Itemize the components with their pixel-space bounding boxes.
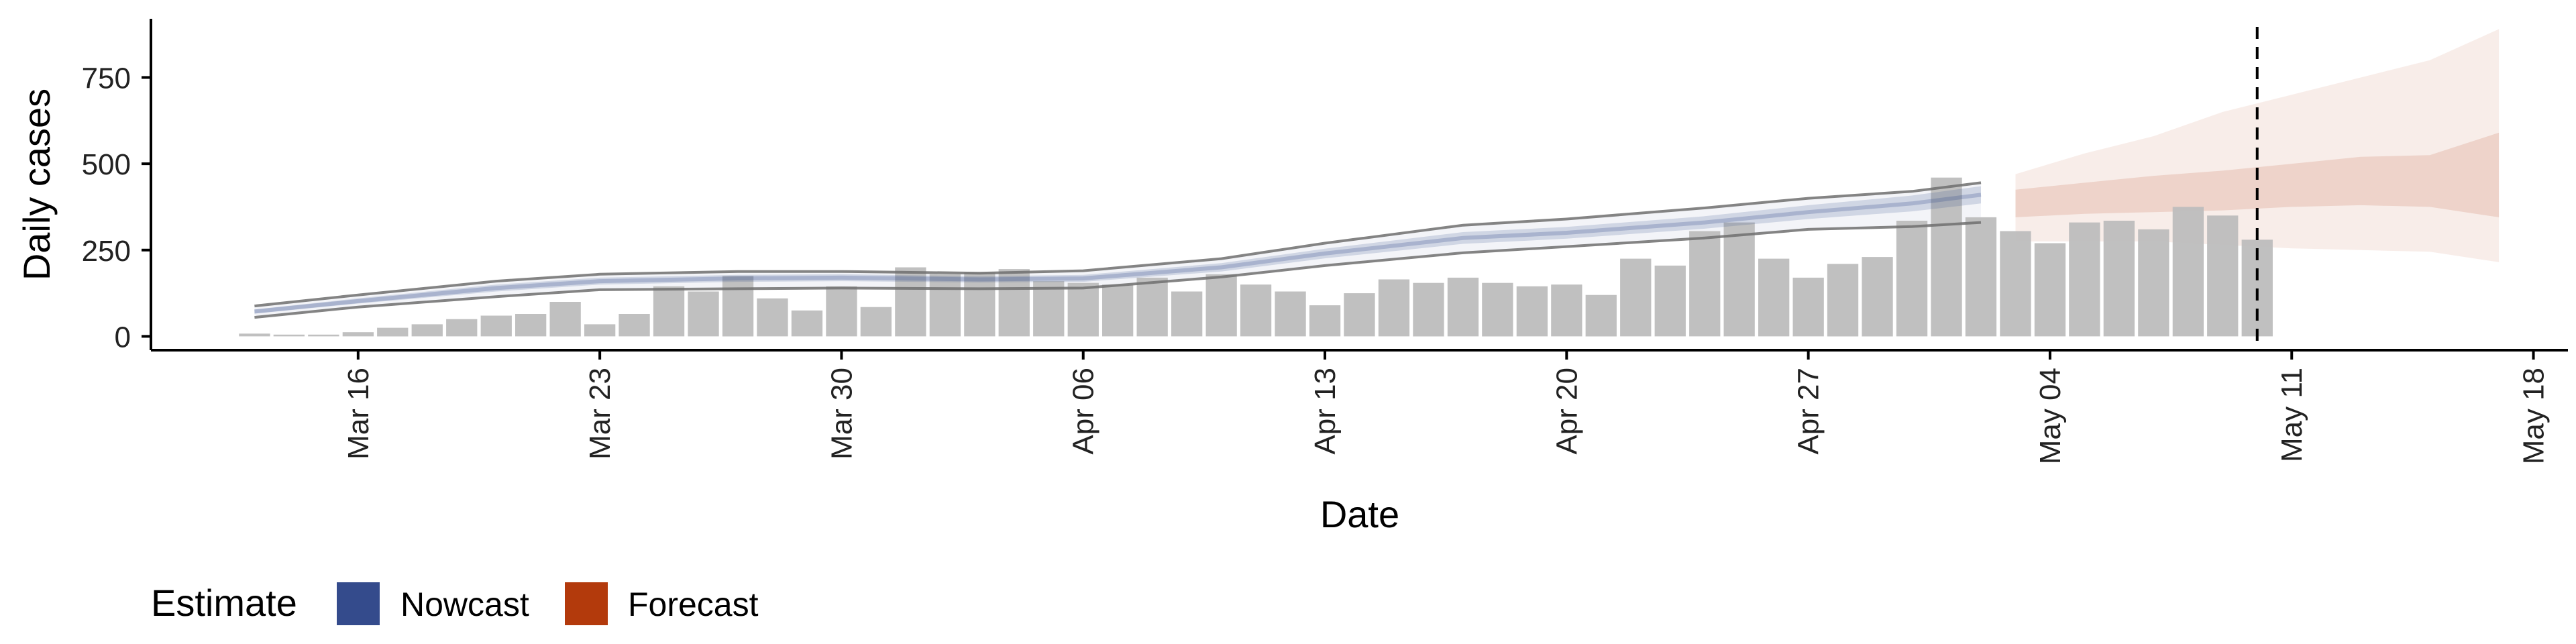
bar	[1654, 265, 1686, 337]
bar	[860, 307, 892, 337]
nowcast-median-line	[254, 193, 1982, 314]
x-tick-label: Mar 16	[342, 368, 375, 460]
bar	[411, 324, 443, 337]
x-tick-label: May 18	[2518, 368, 2551, 464]
y-tick-label: 0	[115, 321, 131, 354]
y-tick-label: 750	[82, 62, 131, 95]
bar	[757, 298, 788, 337]
bar	[2069, 222, 2100, 337]
bar	[515, 314, 547, 337]
bar	[2103, 221, 2135, 337]
bar	[1171, 291, 1203, 337]
bar	[239, 333, 270, 337]
x-tick-label: Mar 23	[584, 368, 616, 460]
x-axis-title: Date	[1320, 493, 1399, 535]
bar	[1275, 291, 1306, 337]
bar	[1344, 293, 1375, 337]
bar	[826, 286, 857, 337]
bar	[1965, 217, 1997, 337]
bar	[619, 314, 650, 337]
legend-swatch-nowcast	[337, 582, 380, 625]
x-tick-label: Apr 13	[1309, 368, 1342, 455]
bar	[791, 310, 823, 337]
bar	[895, 267, 926, 337]
bar	[377, 327, 409, 337]
bar	[273, 334, 305, 337]
legend-label-nowcast: Nowcast	[400, 586, 529, 623]
x-tick-label: May 11	[2275, 368, 2308, 462]
bar	[722, 276, 754, 337]
bar	[998, 269, 1030, 337]
bar	[1827, 264, 1859, 337]
bar	[1067, 282, 1099, 337]
bar	[653, 286, 685, 337]
y-tick-label: 500	[82, 148, 131, 181]
bar	[1792, 277, 1824, 337]
bar	[2034, 243, 2066, 337]
nowcast-band-layer	[254, 186, 1982, 314]
bar	[1033, 281, 1065, 337]
bar	[1378, 279, 1410, 337]
bars-layer	[239, 177, 2273, 337]
bar	[480, 315, 512, 337]
x-tick-label: Mar 30	[825, 368, 858, 460]
bar	[549, 302, 581, 337]
legend-swatch-forecast	[565, 582, 608, 625]
x-tick-label: Apr 20	[1550, 368, 1583, 455]
bar	[1205, 274, 1237, 337]
nowcast-lower-line	[254, 221, 1982, 319]
bar	[688, 291, 719, 337]
nowcast-outer-band-layer	[254, 182, 1982, 318]
bar	[1309, 305, 1341, 337]
bar	[1482, 282, 1513, 337]
x-ticks: Mar 16 Mar 23 Mar 30 Apr 06 Apr 13 Apr 20 Apr …	[342, 350, 2551, 464]
interval-lines-layer	[254, 181, 1982, 319]
y-tick-label: 250	[82, 235, 131, 268]
x-tick-label: May 04	[2034, 368, 2067, 464]
bar	[1136, 277, 1168, 337]
bar	[1758, 258, 1790, 337]
bar	[1447, 277, 1479, 337]
legend-title: Estimate	[151, 582, 297, 624]
bar	[1551, 284, 1582, 337]
bar	[964, 272, 996, 337]
y-ticks: 0 250 500 750	[82, 62, 151, 354]
bar	[1413, 282, 1444, 337]
bar	[342, 332, 374, 337]
forecast-outer-band	[2015, 29, 2500, 262]
bar	[1516, 286, 1548, 337]
x-tick-label: Apr 27	[1792, 368, 1825, 455]
y-axis-title: Daily cases	[15, 89, 58, 280]
bar	[1862, 257, 1893, 337]
bar	[1620, 258, 1652, 337]
bar	[308, 334, 339, 337]
bar	[2000, 231, 2031, 337]
bar	[2207, 215, 2239, 337]
nowcast-inner-band	[254, 186, 1982, 314]
legend-label-forecast: Forecast	[628, 586, 759, 623]
bar	[1931, 177, 1962, 337]
nowcast-upper-line	[254, 181, 1982, 308]
bar	[584, 324, 616, 337]
bar	[1689, 231, 1721, 337]
bar	[2138, 229, 2169, 337]
bar	[446, 319, 478, 337]
bar	[1240, 284, 1272, 337]
bar	[2172, 207, 2204, 337]
legend: Estimate Nowcast Forecast	[151, 582, 759, 625]
bar	[1585, 294, 1617, 337]
bar	[929, 274, 961, 337]
nowcast-outer-band	[254, 182, 1982, 318]
bar	[1896, 221, 1928, 337]
bar	[1102, 284, 1134, 337]
bar	[1723, 222, 1755, 337]
x-tick-label: Apr 06	[1067, 368, 1100, 455]
